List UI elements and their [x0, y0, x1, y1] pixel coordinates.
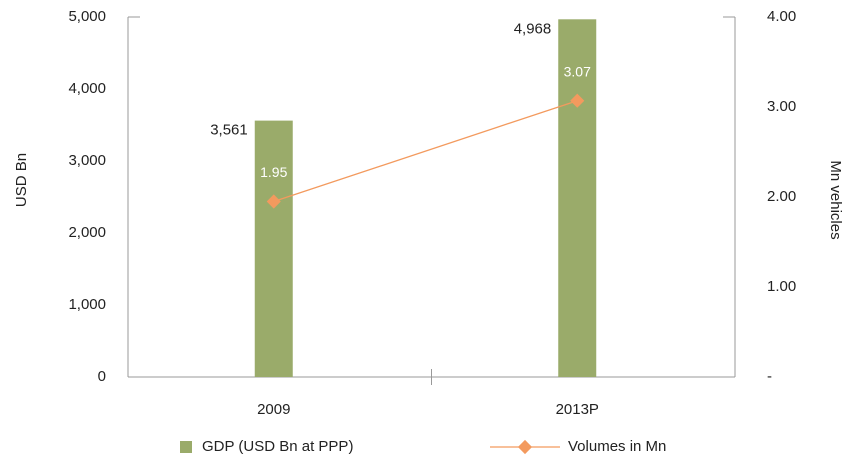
y2-tick-label: 4.00	[767, 8, 796, 25]
bar	[558, 19, 597, 378]
legend-swatch	[180, 441, 192, 453]
y-tick-label: 3,000	[68, 152, 106, 169]
bar	[254, 120, 293, 377]
y2-tick-label: -	[767, 368, 772, 385]
y2-tick-label: 1.00	[767, 278, 796, 295]
y-axis-title: USD Bn	[13, 153, 30, 207]
x-tick-label: 2009	[257, 401, 290, 418]
y2-axis-title: Mn vehicles	[827, 160, 844, 239]
legend-label: GDP (USD Bn at PPP)	[202, 438, 353, 455]
y-tick-label: 5,000	[68, 8, 106, 25]
line-marker	[266, 194, 281, 209]
line-marker	[570, 93, 585, 108]
bar-value-label: 3,561	[210, 122, 248, 139]
y-tick-label: 2,000	[68, 224, 106, 241]
y-tick-label: 1,000	[68, 296, 106, 313]
bar-value-label: 4,968	[514, 20, 552, 37]
y-tick-label: 4,000	[68, 80, 106, 97]
legend-marker	[517, 439, 533, 455]
y2-tick-label: 2.00	[767, 188, 796, 205]
x-tick-label: 2013P	[556, 401, 599, 418]
line	[273, 100, 578, 203]
legend-label: Volumes in Mn	[568, 438, 666, 455]
y-tick-label: 0	[98, 368, 106, 385]
line-value-label: 3.07	[564, 63, 591, 79]
line-value-label: 1.95	[260, 164, 287, 180]
y2-tick-label: 3.00	[767, 98, 796, 115]
